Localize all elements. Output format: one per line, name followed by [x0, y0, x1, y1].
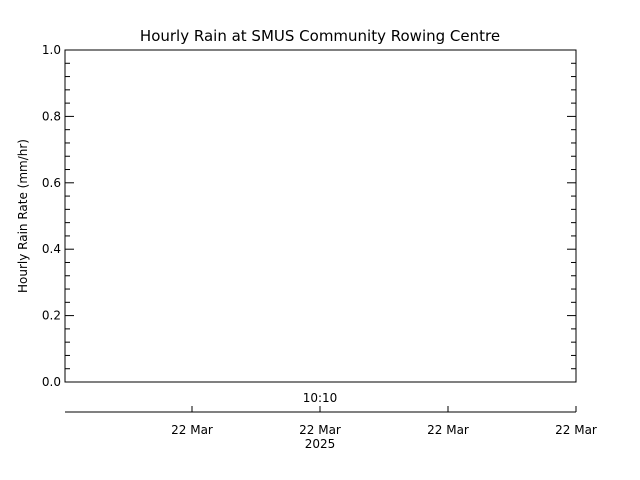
time-marker-label: 10:10: [303, 391, 338, 405]
y-tick-label: 0.0: [42, 375, 61, 389]
x-tick-label: 22 Mar: [299, 423, 341, 437]
x-tick-label: 22 Mar: [427, 423, 469, 437]
y-tick-label: 0.8: [42, 109, 61, 123]
plot-frame: [64, 49, 577, 383]
x-tick-label: 22 Mar: [555, 423, 597, 437]
y-axis-label: Hourly Rain Rate (mm/hr): [16, 139, 30, 293]
y-tick-label: 1.0: [42, 43, 61, 57]
x-year-label: 2025: [305, 437, 336, 451]
y-tick-label: 0.4: [42, 242, 61, 256]
y-axis: 0.0 0.2 0.4 0.6 0.8 1.0: [42, 43, 576, 389]
y-tick-label: 0.2: [42, 309, 61, 323]
chart-title: Hourly Rain at SMUS Community Rowing Cen…: [140, 27, 500, 45]
y-tick-label: 0.6: [42, 176, 61, 190]
x-axis: 22 Mar 22 Mar 22 Mar 22 Mar: [171, 406, 597, 437]
x-tick-label: 22 Mar: [171, 423, 213, 437]
